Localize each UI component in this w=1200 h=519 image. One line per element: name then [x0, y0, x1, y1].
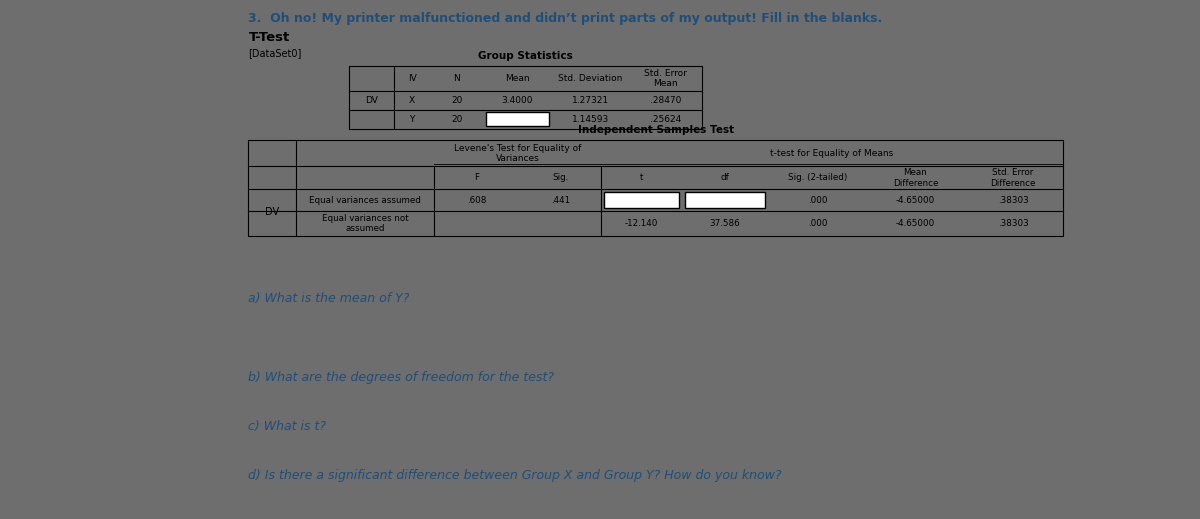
Text: 37.586: 37.586 — [709, 219, 740, 228]
Text: t: t — [640, 173, 643, 183]
Text: 3.  Oh no! My printer malfunctioned and didn’t print parts of my output! Fill in: 3. Oh no! My printer malfunctioned and d… — [248, 11, 883, 24]
Text: Sig.: Sig. — [552, 173, 569, 183]
Text: .608: .608 — [468, 196, 487, 204]
Text: .25624: .25624 — [650, 115, 682, 124]
Text: .38303: .38303 — [997, 196, 1028, 204]
Text: Levene's Test for Equality of
Variances: Levene's Test for Equality of Variances — [454, 144, 581, 163]
Text: Group Statistics: Group Statistics — [479, 51, 572, 61]
Text: DV: DV — [365, 95, 378, 105]
Text: N: N — [454, 74, 460, 83]
Text: .000: .000 — [808, 196, 828, 204]
Text: Std. Error
Difference: Std. Error Difference — [990, 168, 1036, 188]
Text: Y: Y — [409, 115, 415, 124]
Text: IV: IV — [408, 74, 416, 83]
Text: -4.65000: -4.65000 — [896, 196, 935, 204]
Text: Mean
Difference: Mean Difference — [893, 168, 938, 188]
Text: .441: .441 — [551, 196, 570, 204]
Text: Std. Error
Mean: Std. Error Mean — [644, 69, 686, 88]
Bar — [349, 66, 702, 129]
Text: df: df — [720, 173, 730, 183]
Text: Equal variances assumed: Equal variances assumed — [310, 196, 421, 204]
Text: a) What is the mean of Y?: a) What is the mean of Y? — [248, 292, 409, 305]
Text: b) What are the degrees of freedom for the test?: b) What are the degrees of freedom for t… — [248, 371, 554, 384]
Text: DV: DV — [265, 207, 280, 217]
Text: 20: 20 — [451, 115, 462, 124]
Text: c) What is t?: c) What is t? — [248, 420, 326, 433]
Text: 1.14593: 1.14593 — [572, 115, 610, 124]
Text: [DataSet0]: [DataSet0] — [248, 48, 301, 58]
Text: -12.140: -12.140 — [625, 219, 658, 228]
Text: d) Is there a significant difference between Group X and Group Y? How do you kno: d) Is there a significant difference bet… — [248, 469, 782, 482]
Text: F: F — [475, 173, 480, 183]
Text: t-test for Equality of Means: t-test for Equality of Means — [770, 149, 894, 158]
Text: Sig. (2-tailed): Sig. (2-tailed) — [788, 173, 847, 183]
Text: Std. Deviation: Std. Deviation — [558, 74, 623, 83]
Text: T-Test: T-Test — [248, 31, 289, 44]
Bar — [684, 193, 766, 208]
Bar — [486, 112, 548, 127]
Text: Independent Samples Test: Independent Samples Test — [577, 125, 734, 135]
Text: .28470: .28470 — [650, 95, 682, 105]
Bar — [248, 140, 1063, 236]
Text: -4.65000: -4.65000 — [896, 219, 935, 228]
Text: .000: .000 — [808, 219, 828, 228]
Text: X: X — [409, 95, 415, 105]
Text: Equal variances not
assumed: Equal variances not assumed — [322, 214, 408, 233]
Text: Mean: Mean — [505, 74, 530, 83]
Text: 1.27321: 1.27321 — [572, 95, 610, 105]
Text: 3.4000: 3.4000 — [502, 95, 533, 105]
Text: .38303: .38303 — [997, 219, 1028, 228]
Text: 20: 20 — [451, 95, 462, 105]
Bar — [604, 193, 679, 208]
